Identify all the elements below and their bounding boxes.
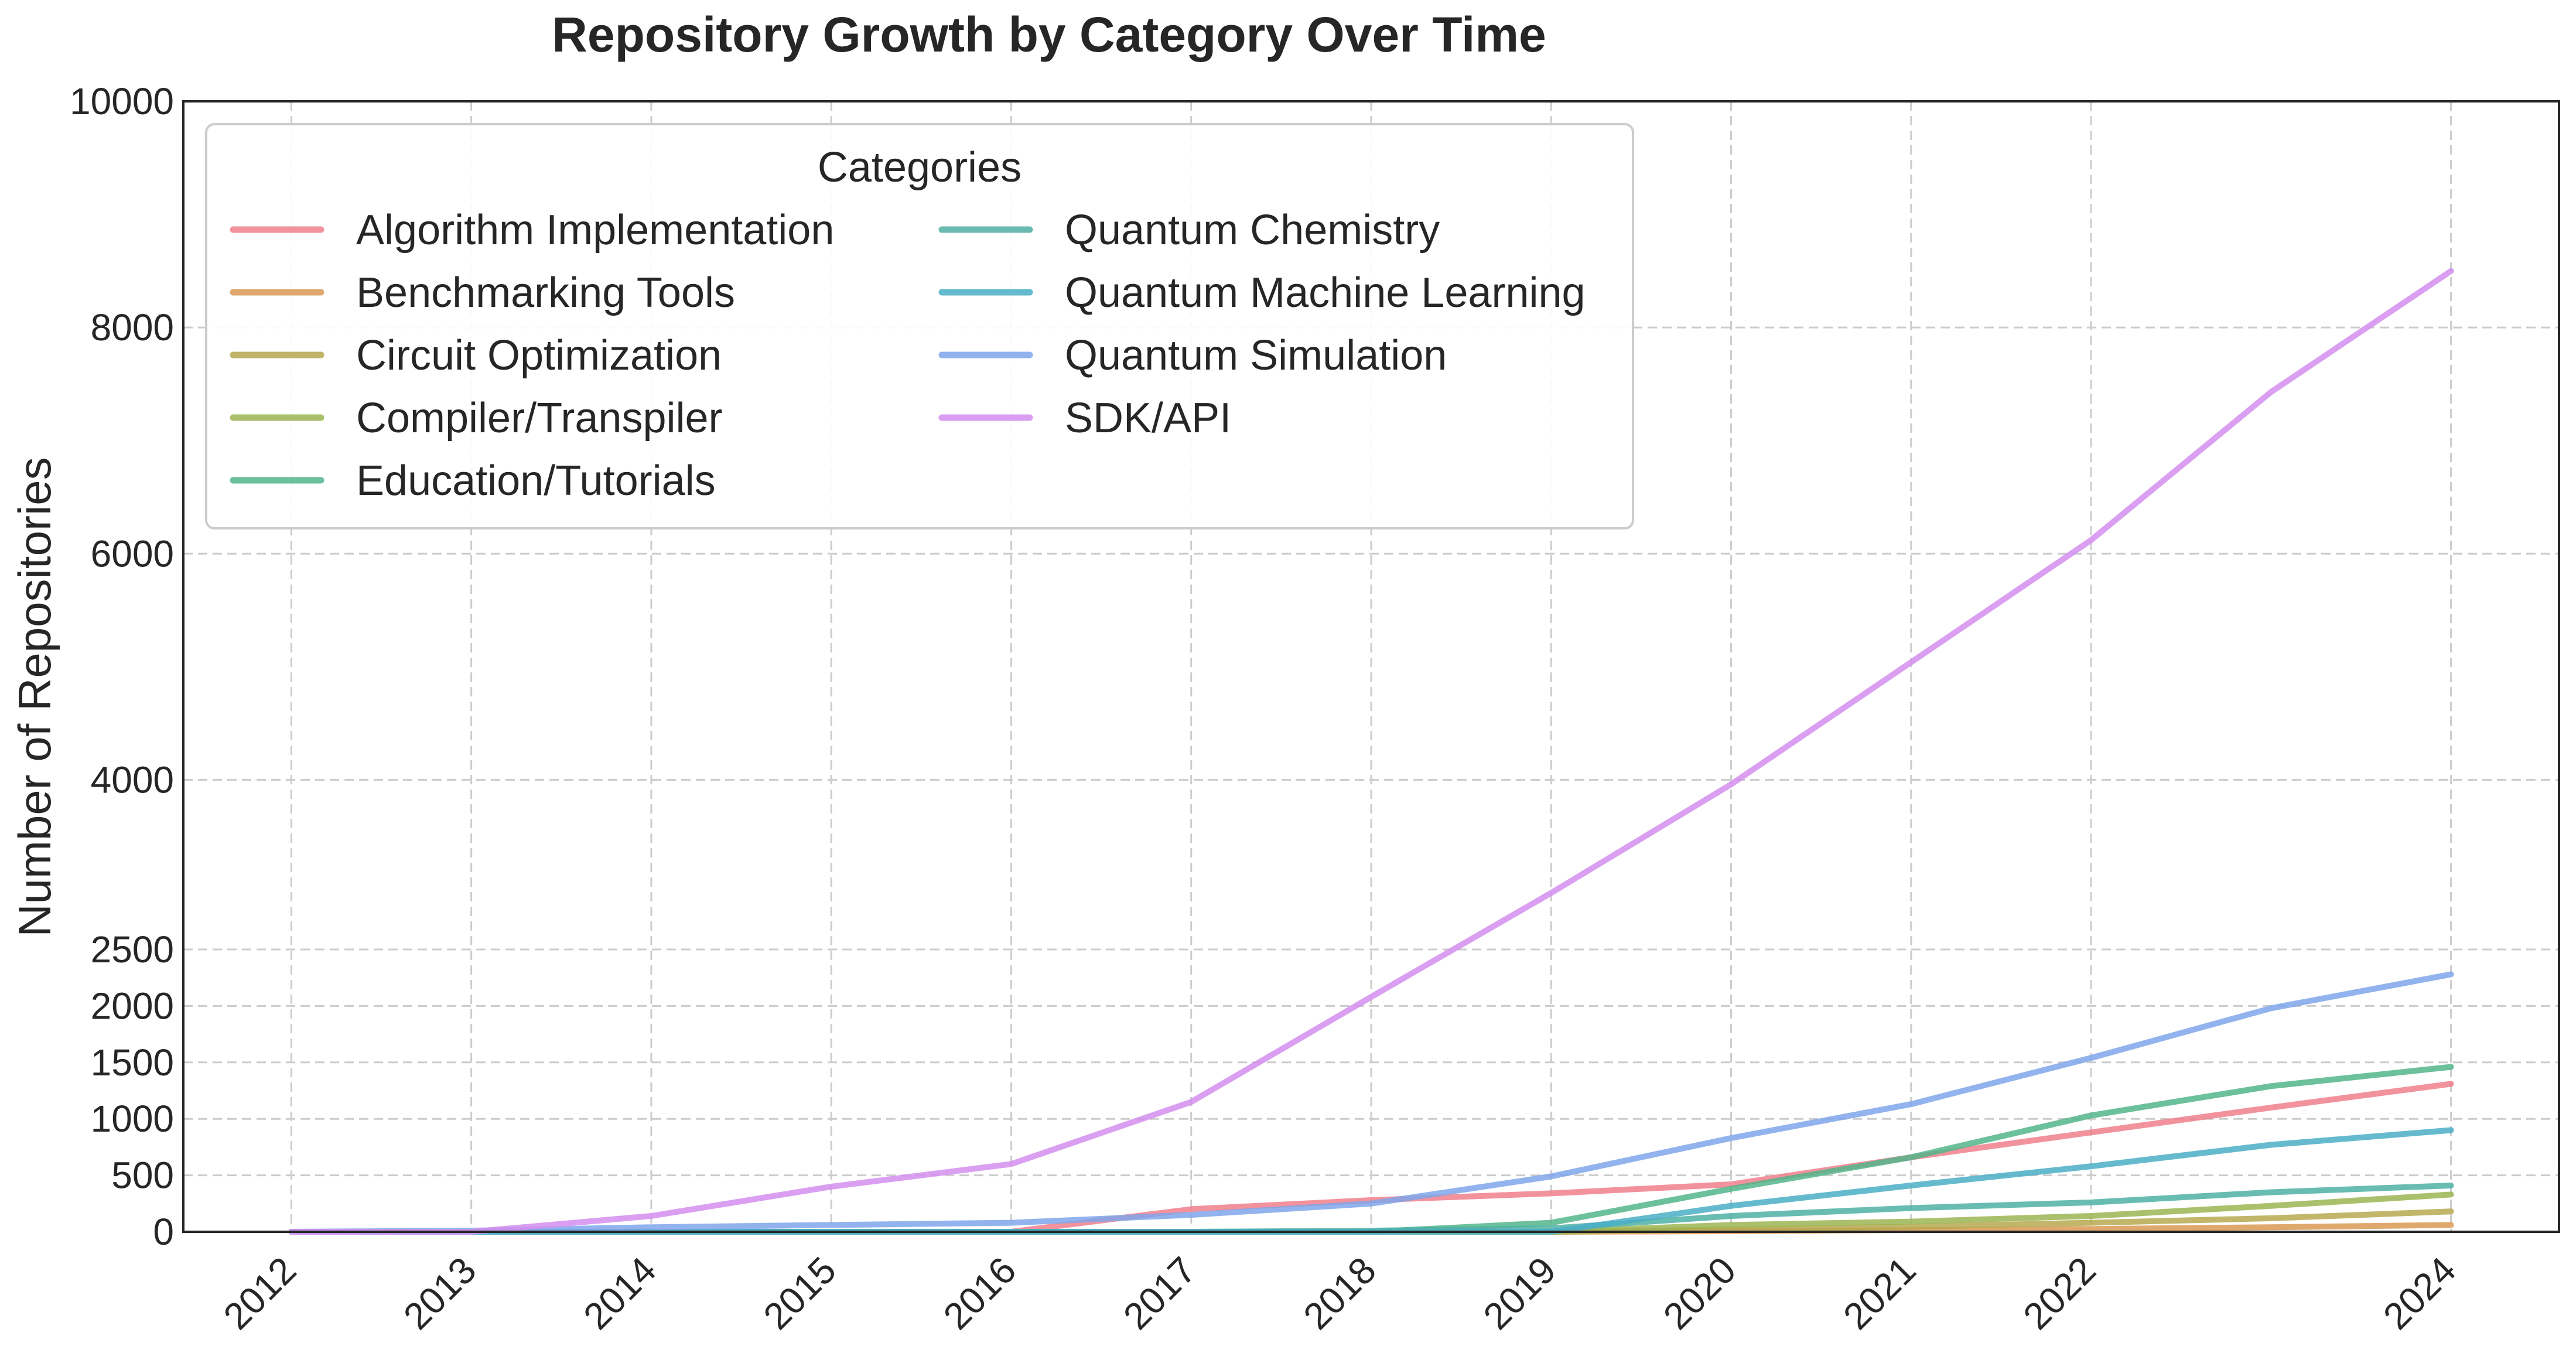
y-tick-label: 8000 [91, 306, 174, 349]
legend-label: Circuit Optimization [356, 332, 722, 379]
y-tick-label: 6000 [91, 532, 174, 575]
legend-label: Compiler/Transpiler [356, 395, 723, 442]
chart-title: Repository Growth by Category Over Time [552, 7, 1546, 62]
y-tick-label: 500 [111, 1154, 174, 1197]
y-tick-label: 1500 [91, 1041, 174, 1084]
legend-title: Categories [818, 144, 1021, 191]
legend-label: Education/Tutorials [356, 457, 716, 504]
legend-label: Quantum Machine Learning [1065, 269, 1586, 316]
y-tick-label: 1000 [91, 1098, 174, 1140]
y-tick-label: 4000 [91, 759, 174, 801]
legend-label: Algorithm Implementation [356, 207, 834, 254]
legend-label: SDK/API [1065, 395, 1231, 442]
legend-label: Quantum Chemistry [1065, 207, 1440, 254]
plot-frame [182, 100, 2560, 1233]
series-line [288, 268, 2454, 1235]
legend: Categories Algorithm Implementation Bench… [205, 123, 1634, 529]
y-tick-label: 0 [153, 1211, 174, 1253]
y-tick-label: 2500 [91, 928, 174, 971]
y-axis-ticks: 0 500 1000 1500 2000 2500 4000 6000 8000 10000 [70, 80, 174, 1253]
legend-label: Quantum Simulation [1065, 332, 1447, 379]
legend-box [205, 123, 1634, 529]
legend-label: Benchmarking Tools [356, 269, 735, 316]
y-axis-label: Number of Repositories [9, 457, 60, 937]
y-tick-label: 10000 [70, 80, 174, 122]
y-tick-label: 2000 [91, 985, 174, 1027]
series-line [288, 971, 2454, 1235]
